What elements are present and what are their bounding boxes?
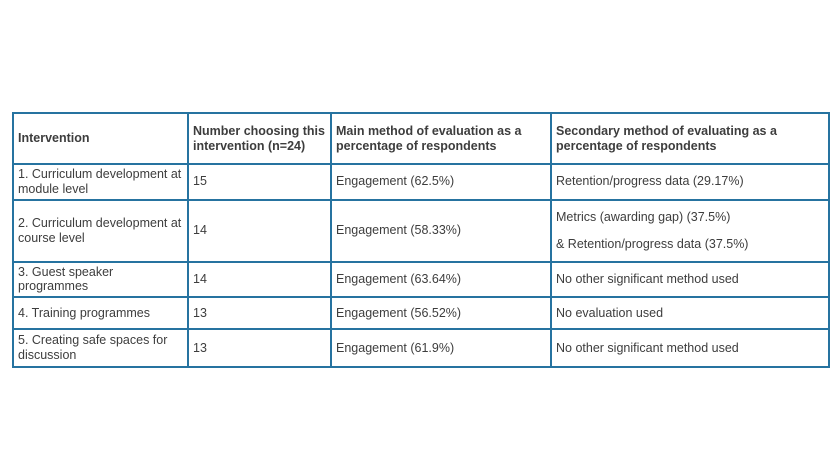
cell-secondary-method: Retention/progress data (29.17%) (550, 163, 830, 201)
cell-intervention: 3. Guest speaker programmes (12, 260, 189, 298)
cell-intervention: 4. Training programmes (12, 296, 189, 330)
cell-secondary-method: No other significant method used (550, 260, 830, 298)
cell-intervention: 1. Curriculum development at module leve… (12, 163, 189, 201)
cell-secondary-method: No evaluation used (550, 296, 830, 330)
cell-main-method: Engagement (62.5%) (330, 163, 552, 201)
table-row: 4. Training programmes 13 Engagement (56… (12, 296, 830, 330)
interventions-table-container: Intervention Number choosing this interv… (12, 112, 830, 368)
table-row: 3. Guest speaker programmes 14 Engagemen… (12, 260, 830, 298)
cell-count: 15 (187, 163, 332, 201)
cell-main-method: Engagement (61.9%) (330, 328, 552, 368)
table-row: 1. Curriculum development at module leve… (12, 163, 830, 201)
header-intervention: Intervention (12, 112, 189, 165)
cell-main-method: Engagement (56.52%) (330, 296, 552, 330)
cell-main-method: Engagement (58.33%) (330, 198, 552, 263)
cell-count: 13 (187, 296, 332, 330)
cell-secondary-method: No other significant method used (550, 328, 830, 368)
table-row: 2. Curriculum development at course leve… (12, 198, 830, 263)
secondary-method-line: Metrics (awarding gap) (37.5%) (556, 209, 731, 224)
cell-count: 14 (187, 198, 332, 263)
interventions-table: Intervention Number choosing this interv… (12, 112, 830, 368)
header-main-method: Main method of evaluation as a percentag… (330, 112, 552, 165)
cell-main-method: Engagement (63.64%) (330, 260, 552, 298)
header-secondary-method: Secondary method of evaluating as a perc… (550, 112, 830, 165)
cell-intervention: 2. Curriculum development at course leve… (12, 198, 189, 263)
secondary-method-line: & Retention/progress data (37.5%) (556, 236, 749, 251)
cell-count: 14 (187, 260, 332, 298)
cell-count: 13 (187, 328, 332, 368)
header-row: Intervention Number choosing this interv… (12, 112, 830, 165)
table-row: 5. Creating safe spaces for discussion 1… (12, 328, 830, 368)
header-number-choosing: Number choosing this intervention (n=24) (187, 112, 332, 165)
cell-secondary-method: Metrics (awarding gap) (37.5%) & Retenti… (550, 198, 830, 263)
cell-intervention: 5. Creating safe spaces for discussion (12, 328, 189, 368)
